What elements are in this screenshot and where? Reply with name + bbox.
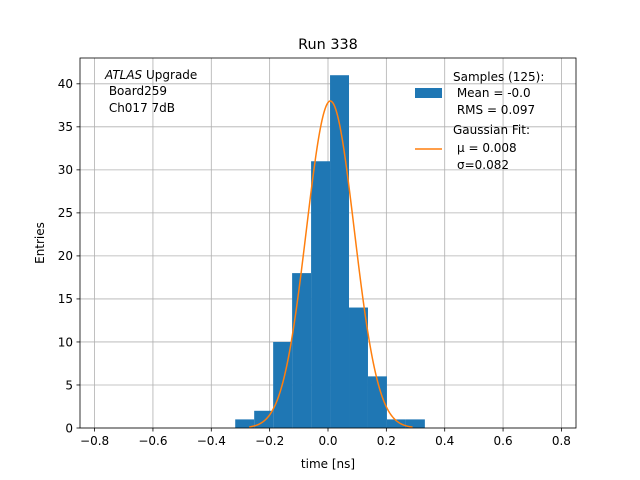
x-axis-label: time [ns] — [301, 457, 355, 471]
annotation-atlas: ATLAS — [104, 68, 143, 82]
histogram-bar-9 — [405, 419, 425, 428]
annotation-line-2: Board259 — [105, 84, 167, 98]
y-tick-label-2: 10 — [58, 335, 73, 349]
fit-curve-path — [249, 100, 413, 428]
x-tick-label-2: −0.4 — [197, 434, 226, 448]
histogram-bar-0 — [235, 419, 255, 428]
y-axis-ticks: 0 5 10 15 20 25 30 35 40 — [58, 77, 80, 435]
y-tick-label-5: 25 — [58, 206, 73, 220]
legend-swatch-samples — [415, 88, 442, 98]
histogram-bars — [235, 75, 425, 429]
y-tick-label-4: 20 — [58, 249, 73, 263]
legend-fit-line-3: σ=0.082 — [457, 158, 509, 172]
y-tick-label-8: 40 — [58, 77, 73, 91]
x-tick-label-0: −0.8 — [80, 434, 109, 448]
y-tick-label-6: 30 — [58, 163, 73, 177]
x-tick-label-4: 0.0 — [318, 434, 337, 448]
x-tick-label-3: −0.2 — [255, 434, 284, 448]
x-tick-label-1: −0.6 — [138, 434, 167, 448]
legend-samples-line-2: Mean = -0.0 — [453, 86, 531, 100]
histogram-bar-4 — [311, 161, 331, 429]
legend-fit-line-1: Gaussian Fit: — [453, 123, 530, 137]
annotation-upgrade: Upgrade — [142, 68, 197, 82]
x-tick-label-8: 0.8 — [552, 434, 571, 448]
legend-fit-line-2: μ = 0.008 — [457, 141, 517, 155]
x-tick-label-6: 0.4 — [435, 434, 454, 448]
y-tick-label-0: 0 — [65, 421, 73, 435]
histogram-bar-8 — [386, 419, 406, 428]
y-tick-label-1: 5 — [65, 378, 73, 392]
y-tick-label-7: 35 — [58, 120, 73, 134]
y-axis-label: Entries — [33, 222, 47, 264]
legend-samples-line-3: RMS = 0.097 — [453, 103, 535, 117]
x-tick-label-5: 0.2 — [377, 434, 396, 448]
x-tick-label-7: 0.6 — [494, 434, 513, 448]
chart-title: Run 338 — [298, 37, 358, 53]
legend: Samples (125): Mean = -0.0 RMS = 0.097 G… — [415, 70, 544, 172]
histogram-bar-5 — [330, 75, 350, 429]
histogram-bar-7 — [367, 376, 387, 428]
gaussian-fit-curve — [249, 100, 413, 428]
histogram-bar-6 — [349, 307, 368, 428]
legend-samples-line-1: Samples (125): — [453, 70, 544, 84]
x-axis-ticks: −0.8 −0.6 −0.4 −0.2 0.0 0.2 0.4 0.6 0.8 — [80, 428, 571, 448]
annotation-line-1: ATLAS Upgrade — [104, 68, 197, 82]
annotation-line-3: Ch017 7dB — [105, 101, 175, 115]
atlas-annotation: ATLAS Upgrade Board259 Ch017 7dB — [104, 68, 197, 115]
y-tick-label-3: 15 — [58, 292, 73, 306]
histogram-bar-3 — [292, 273, 312, 428]
